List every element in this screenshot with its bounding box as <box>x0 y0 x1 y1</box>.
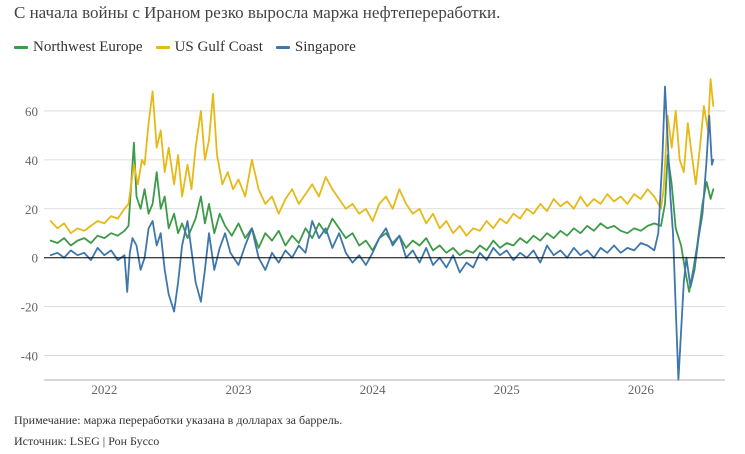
axis-layer: 60 40 20 0 -20 -40 2022 2023 2024 2025 2026 <box>21 104 725 397</box>
series-line-northwest-europe <box>49 141 715 293</box>
chart-note: Примечание: маржа переработки указана в … <box>14 413 343 427</box>
line-chart: 60 40 20 0 -20 -40 2022 2023 2024 2025 2026 <box>21 78 725 397</box>
legend-swatch-singapore <box>275 46 290 49</box>
legend-label-singapore: Singapore <box>294 39 356 55</box>
grid-layer <box>44 110 725 356</box>
x-tick-label: 2025 <box>494 382 520 397</box>
series-line-singapore <box>49 85 715 381</box>
legend-item-singapore: Singapore <box>275 39 356 56</box>
chart-title: С начала войны с Ираном резко выросла ма… <box>14 3 501 22</box>
series-layer <box>49 78 715 381</box>
legend-swatch-northwest-europe <box>14 46 28 49</box>
chart-source: Источник: LSEG | Рон Буссо <box>14 434 160 448</box>
x-tick-label: 2024 <box>360 382 387 397</box>
series-line-us-gulf-coast <box>49 78 715 237</box>
y-tick-label: 0 <box>32 251 39 266</box>
y-tick-label: 60 <box>25 104 38 119</box>
x-tick-label: 2022 <box>91 382 117 397</box>
chart-legend: Northwest Europe US Gulf Coast Singapore <box>14 39 369 56</box>
x-tick-label: 2023 <box>225 382 251 397</box>
legend-label-northwest-europe: Northwest Europe <box>33 39 143 55</box>
y-tick-label: 20 <box>25 202 38 217</box>
legend-item-northwest-europe: Northwest Europe <box>14 39 143 56</box>
legend-item-us-gulf-coast: US Gulf Coast <box>155 39 263 56</box>
y-tick-label: -40 <box>21 349 38 364</box>
legend-swatch-us-gulf-coast <box>155 46 170 49</box>
y-tick-label: -20 <box>21 300 38 315</box>
legend-label-us-gulf-coast: US Gulf Coast <box>174 39 263 55</box>
x-tick-label: 2026 <box>628 382 655 397</box>
y-tick-label: 40 <box>25 153 38 168</box>
